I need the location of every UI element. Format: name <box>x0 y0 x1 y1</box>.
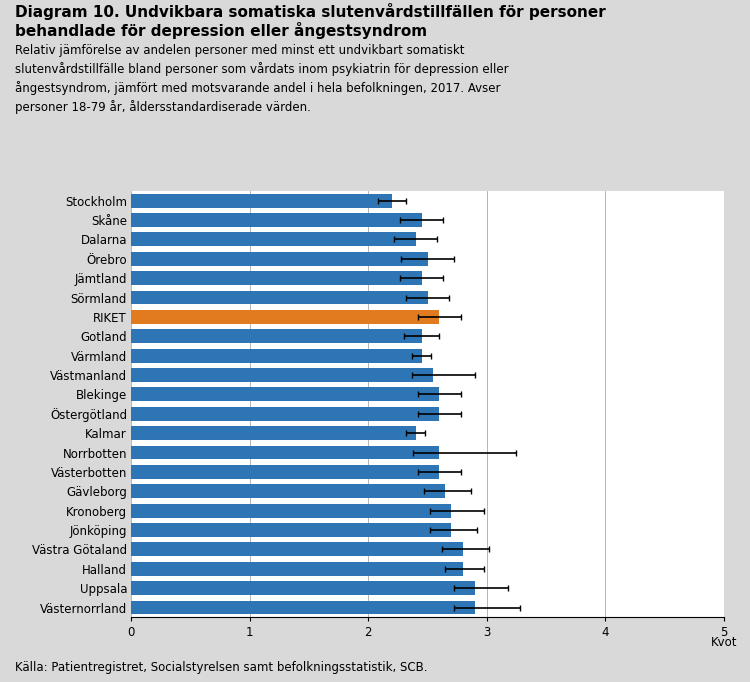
Bar <box>131 523 452 537</box>
Bar <box>131 252 428 266</box>
Bar <box>131 601 475 614</box>
Bar <box>131 368 434 382</box>
Bar <box>131 484 446 499</box>
Text: Diagram 10. Undvikbara somatiska slutenvårdstillfällen för personer: Diagram 10. Undvikbara somatiska slutenv… <box>15 3 606 20</box>
Text: Källa: Patientregistret, Socialstyrelsen samt befolkningsstatistik, SCB.: Källa: Patientregistret, Socialstyrelsen… <box>15 661 427 674</box>
Text: Relativ jämförelse av andelen personer med minst ett undvikbart somatiskt
sluten: Relativ jämförelse av andelen personer m… <box>15 44 508 114</box>
Bar <box>131 194 392 207</box>
Bar <box>131 465 440 479</box>
Bar <box>131 310 440 324</box>
Bar <box>131 387 440 402</box>
Bar <box>131 329 422 343</box>
Bar <box>131 581 475 595</box>
Bar <box>131 504 452 518</box>
Bar <box>131 213 422 227</box>
Bar <box>131 426 416 440</box>
Bar <box>131 271 422 285</box>
Bar <box>131 542 463 557</box>
Bar <box>131 233 416 246</box>
Bar <box>131 291 428 304</box>
Bar <box>131 562 463 576</box>
Bar <box>131 349 422 363</box>
X-axis label: Kvot: Kvot <box>710 636 737 649</box>
Bar <box>131 445 440 460</box>
Bar <box>131 406 440 421</box>
Text: behandlade för depression eller ångestsyndrom: behandlade för depression eller ångestsy… <box>15 22 427 39</box>
